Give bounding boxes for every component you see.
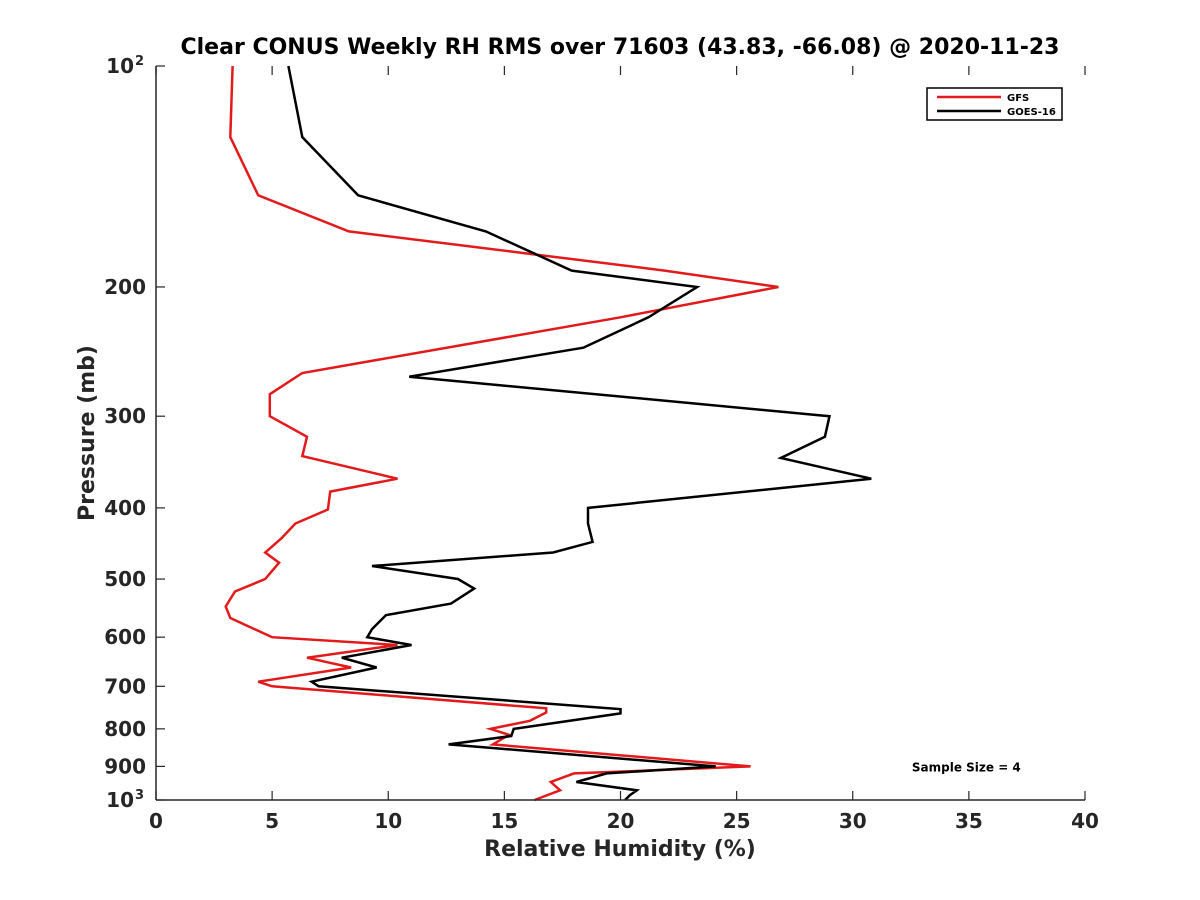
y-tick-label: 800 [104, 717, 146, 741]
legend: GFS GOES-16 [926, 87, 1063, 121]
x-tick-label: 15 [490, 809, 518, 833]
y-tick-exponent: 3 [135, 788, 144, 803]
annotation-sample-size: Sample Size = 4 [912, 760, 1021, 774]
legend-label-goes-16: GOES-16 [1007, 107, 1056, 118]
x-tick-label: 10 [374, 809, 402, 833]
y-tick-label: 700 [104, 674, 146, 698]
y-tick-exponent: 2 [135, 54, 144, 69]
x-tick-label: 0 [149, 809, 163, 833]
x-ticks: 0 5 10 15 20 25 30 35 40 [149, 66, 1099, 833]
y-tick-label: 500 [104, 567, 146, 591]
x-tick-label: 35 [955, 809, 983, 833]
series-line-gfs [224, 65, 779, 802]
x-tick-label: 5 [265, 809, 279, 833]
y-axis-label: Pressure (mb) [75, 345, 100, 521]
x-axis-label: Relative Humidity (%) [484, 837, 756, 862]
legend-box [926, 87, 1063, 121]
series-line-goes-16 [287, 65, 872, 801]
x-tick-label: 25 [723, 809, 751, 833]
y-tick-label: 900 [104, 754, 146, 778]
y-tick-label: 10 [106, 788, 134, 812]
chart-title: Clear CONUS Weekly RH RMS over 71603 (43… [181, 35, 1060, 60]
series-layer [224, 65, 872, 802]
x-tick-label: 30 [839, 809, 867, 833]
legend-label-gfs: GFS [1007, 93, 1029, 104]
y-tick-label: 600 [104, 625, 146, 649]
y-tick-label: 400 [104, 496, 146, 520]
x-tick-label: 20 [607, 809, 635, 833]
y-tick-label: 300 [104, 404, 146, 428]
y-tick-label: 10 [106, 54, 134, 78]
annotations: Sample Size = 4 [912, 760, 1021, 774]
y-tick-label: 200 [104, 275, 146, 299]
x-tick-label: 40 [1071, 809, 1099, 833]
